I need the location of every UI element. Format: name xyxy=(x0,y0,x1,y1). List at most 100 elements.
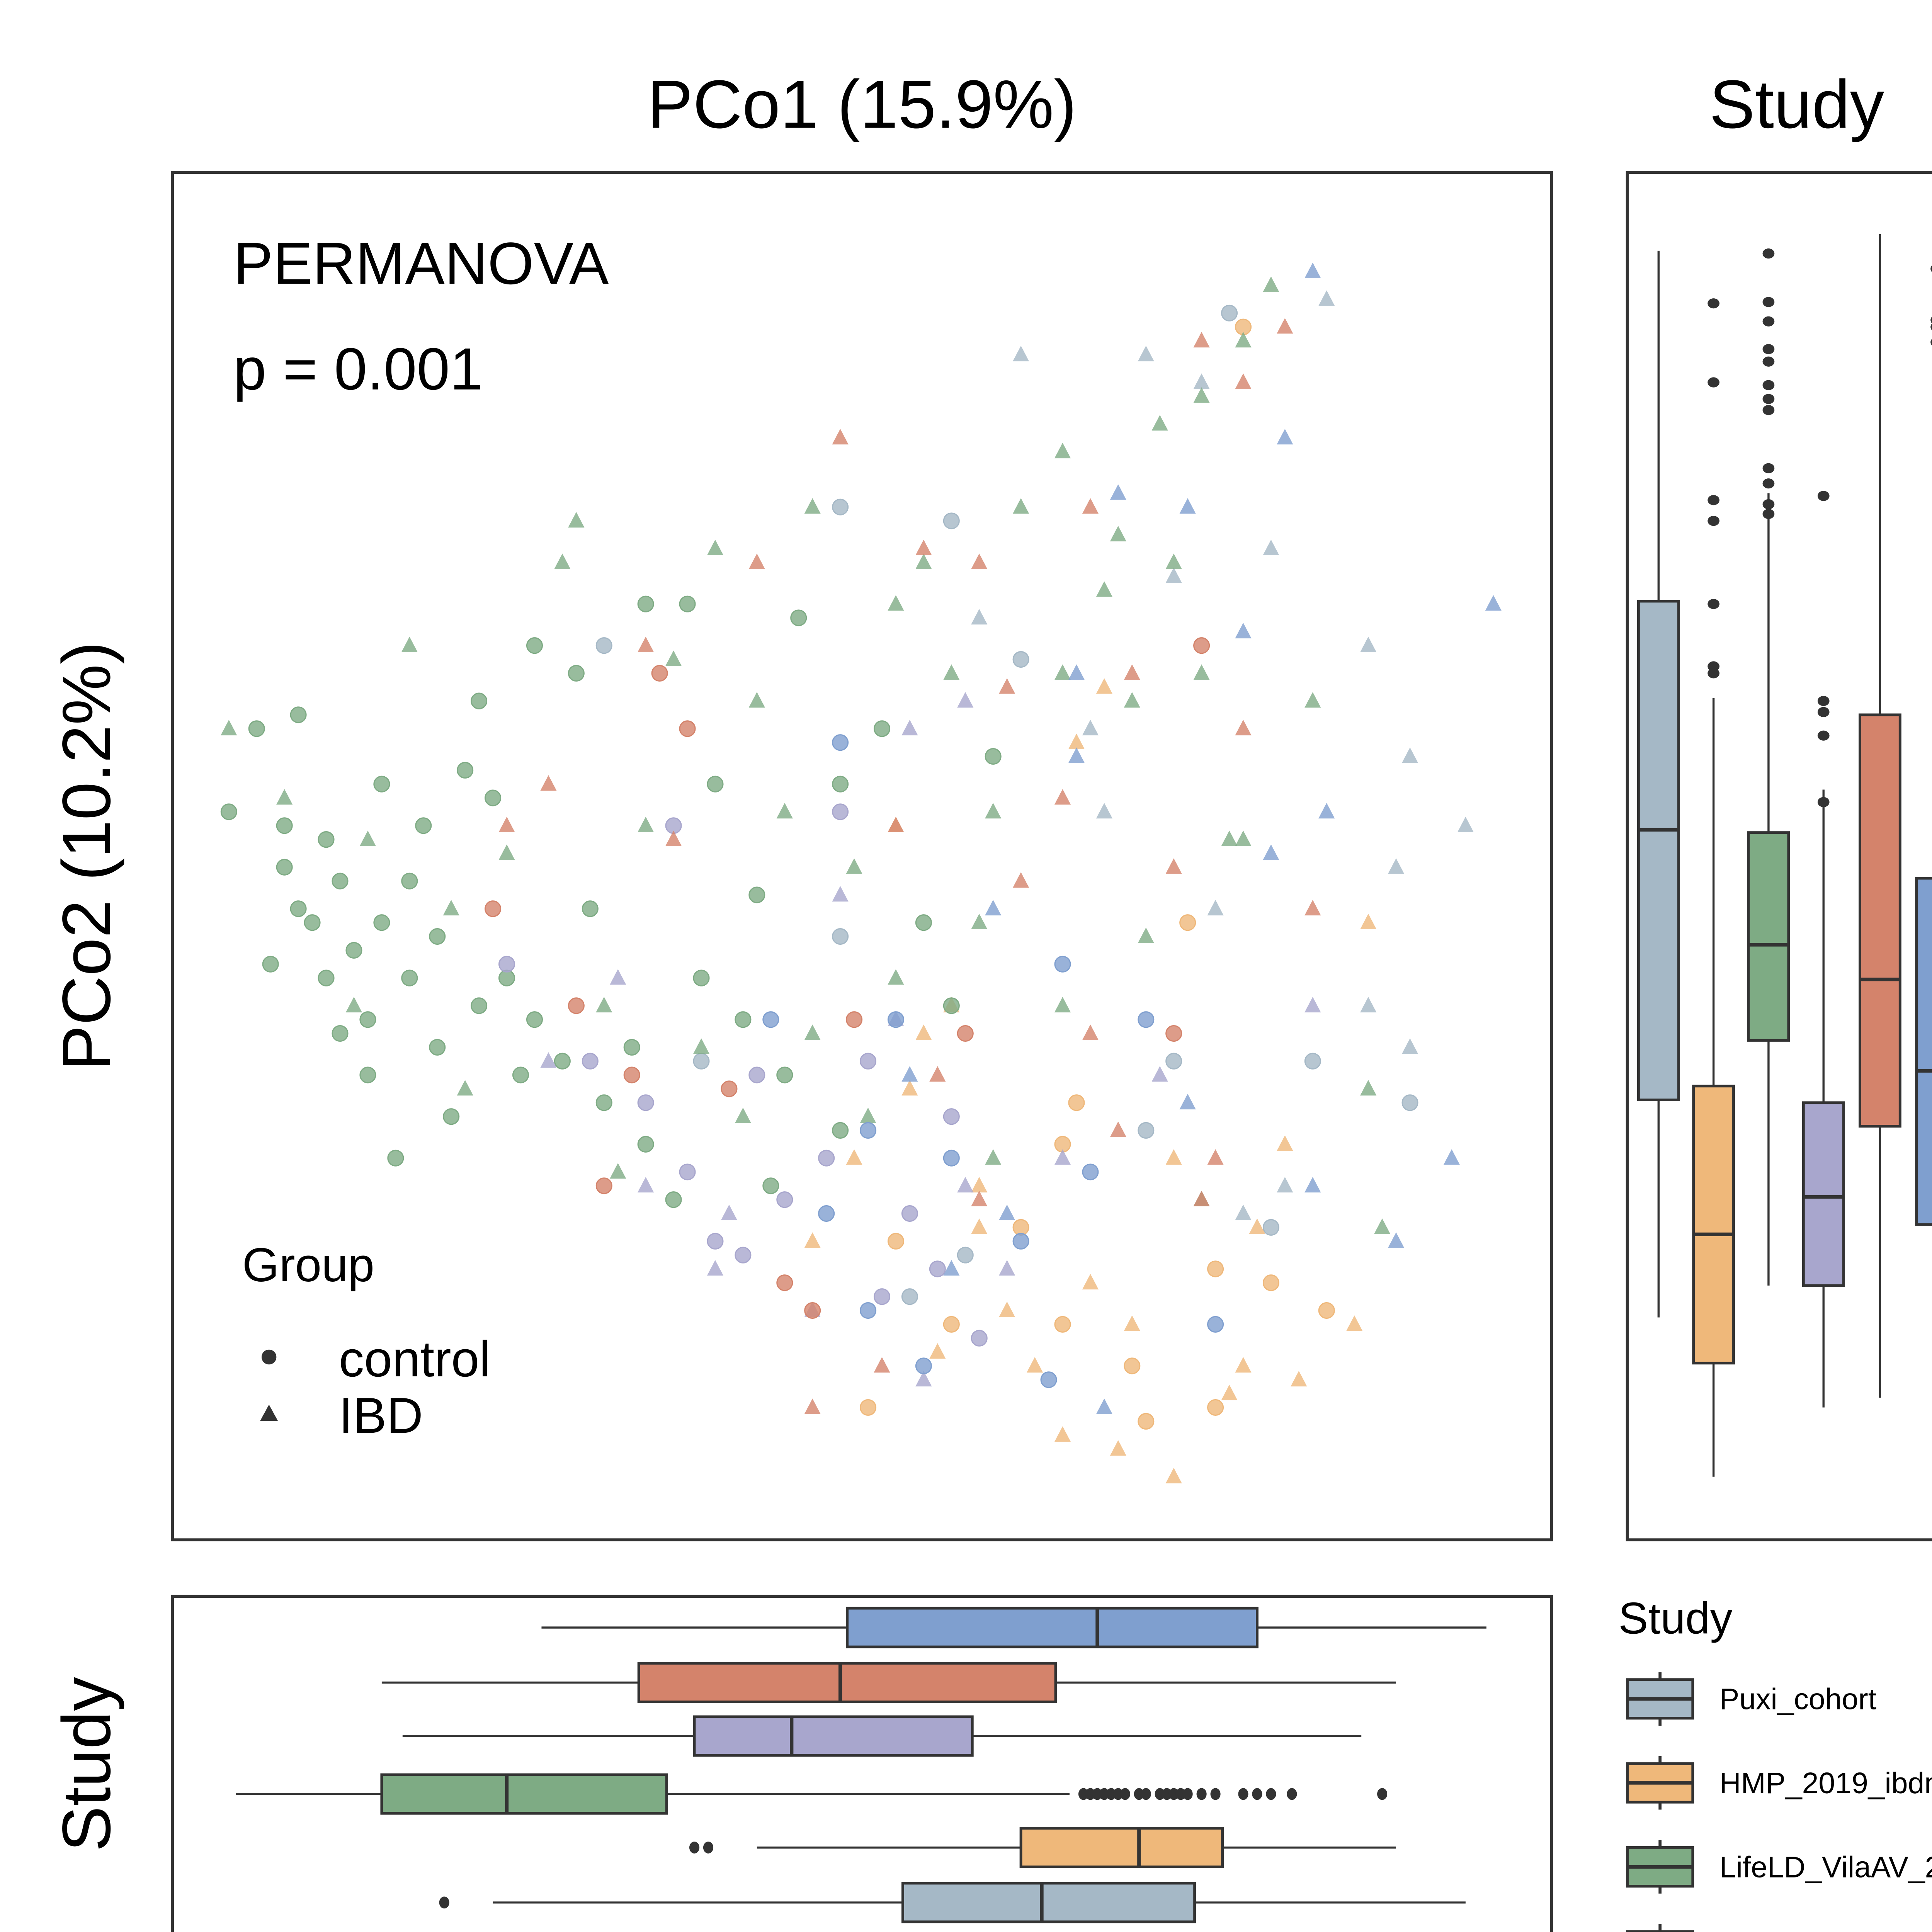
outlier-point xyxy=(1141,1788,1151,1800)
scatter-point-ibd xyxy=(610,969,626,985)
outlier-point xyxy=(1708,661,1719,672)
scatter-point-control xyxy=(471,997,488,1014)
outlier-point xyxy=(1196,1788,1207,1800)
scatter-point-ibd xyxy=(1277,1177,1293,1193)
scatter-point-ibd xyxy=(1193,332,1210,348)
scatter-point-ibd xyxy=(540,775,557,791)
scatter-point-control xyxy=(359,1011,376,1028)
scatter-point-ibd xyxy=(1207,900,1224,916)
scatter-point-ibd xyxy=(693,1038,710,1054)
outlier-point xyxy=(703,1842,714,1854)
outlier-point xyxy=(1762,316,1775,327)
outlier-point xyxy=(1930,316,1932,323)
scatter-point-control xyxy=(1138,1122,1155,1139)
outlier-point xyxy=(1106,1788,1116,1800)
box-NielsenHB_2014 xyxy=(1802,1101,1845,1287)
scatter-point-ibd xyxy=(1277,429,1293,445)
outlier-point xyxy=(1762,248,1775,259)
scatter-point-control xyxy=(623,1039,640,1056)
scatter-point-ibd xyxy=(1388,1232,1405,1248)
scatter-point-control xyxy=(359,1066,376,1083)
scatter-point-ibd xyxy=(498,844,515,860)
scatter-point-control xyxy=(595,637,612,654)
study-box-legend: Study Puxi_cohort HMP_2019_ibdmdb LifeLD_V… xyxy=(1618,1594,1932,1932)
scatter-point-ibd xyxy=(1054,1426,1071,1442)
scatter-point-ibd xyxy=(1360,997,1377,1013)
p-value-label: p = 0.001 xyxy=(233,336,483,402)
scatter-point-ibd xyxy=(1401,747,1418,763)
scatter-point-ibd xyxy=(1054,997,1071,1013)
scatter-point-ibd xyxy=(915,539,932,556)
scatter-point-ibd xyxy=(1304,997,1321,1013)
outlier-point xyxy=(1817,696,1830,706)
scatter-point-control xyxy=(332,1025,349,1042)
scatter-point-control xyxy=(707,1233,724,1250)
scatter-point-control xyxy=(1304,1053,1321,1070)
scatter-point-ibd xyxy=(1165,553,1182,569)
y-axis-title: PCo2 (10.2%) xyxy=(49,641,125,1071)
scatter-point-control xyxy=(943,1108,960,1125)
box-HeQ_2017 xyxy=(846,1607,1259,1648)
scatter-point-control xyxy=(901,1288,918,1305)
scatter-point-ibd xyxy=(359,830,376,846)
scatter-point-ibd xyxy=(1443,1149,1460,1165)
scatter-point-control xyxy=(735,1247,752,1264)
outlier-point xyxy=(689,1842,700,1854)
scatter-point-control xyxy=(901,1205,918,1222)
scatter-point-control xyxy=(457,762,474,779)
scatter-point-control xyxy=(832,1122,849,1139)
scatter-point-control xyxy=(693,969,710,986)
scatter-point-ibd xyxy=(1401,1038,1418,1054)
bottom-study-title: Study xyxy=(49,1677,125,1852)
scatter-point-control xyxy=(915,1357,932,1374)
scatter-point-control xyxy=(429,928,446,945)
scatter-point-ibd xyxy=(1026,1357,1043,1373)
scatter-point-control xyxy=(873,1288,891,1305)
scatter-point-control xyxy=(401,872,418,889)
scatter-point-ibd xyxy=(1012,498,1029,514)
scatter-point-ibd xyxy=(985,900,1002,916)
scatter-point-control xyxy=(707,776,724,793)
scatter-point-ibd xyxy=(943,664,960,680)
scatter-point-ibd xyxy=(888,969,904,985)
scatter-point-ibd xyxy=(1012,345,1029,362)
scatter-point-control xyxy=(943,1316,960,1333)
legend-label: Puxi_cohort xyxy=(1719,1683,1876,1716)
scatter-point-ibd xyxy=(943,1260,960,1276)
outlier-point xyxy=(1762,356,1775,367)
scatter-point-ibd xyxy=(1124,692,1140,708)
bottom-study-frame xyxy=(171,1595,1553,1932)
scatter-point-control xyxy=(679,595,696,612)
outlier-point xyxy=(1182,1788,1193,1800)
legend-label: LifeLD_VilaAV_2018 xyxy=(1719,1850,1932,1884)
scatter-point-ibd xyxy=(915,1024,932,1040)
scatter-point-control xyxy=(693,1053,710,1070)
scatter-point-ibd xyxy=(1179,498,1196,514)
scatter-point-control xyxy=(568,997,585,1014)
scatter-point-control xyxy=(762,1177,779,1194)
scatter-point-ibd xyxy=(1151,1066,1168,1082)
scatter-point-ibd xyxy=(1096,581,1113,597)
scatter-point-control xyxy=(1138,1011,1155,1028)
scatter-point-control xyxy=(1012,651,1029,668)
scatter-point-ibd xyxy=(1054,442,1071,459)
scatter-point-control xyxy=(748,886,765,903)
scatter-point-control xyxy=(1138,1413,1155,1430)
scatter-point-ibd xyxy=(1096,1398,1113,1414)
outlier-point xyxy=(1210,1788,1221,1800)
scatter-point-control xyxy=(679,720,696,737)
scatter-point-control xyxy=(665,1191,682,1208)
scatter-point-control xyxy=(1068,1094,1085,1111)
scatter-point-control xyxy=(832,776,849,793)
scatter-point-control xyxy=(1124,1357,1141,1374)
scatter-point-control xyxy=(651,665,668,682)
outlier-point xyxy=(1238,1788,1248,1800)
scatter-point-control xyxy=(1012,1233,1029,1250)
scatter-point-control xyxy=(443,1108,460,1125)
outlier-point xyxy=(1708,495,1719,505)
outlier-point xyxy=(1930,265,1932,272)
scatter-point-control xyxy=(859,1122,877,1139)
box-FranzosaEA_2019A xyxy=(637,1662,1057,1703)
legend-label: HMP_2019_ibdmdb xyxy=(1719,1767,1932,1800)
